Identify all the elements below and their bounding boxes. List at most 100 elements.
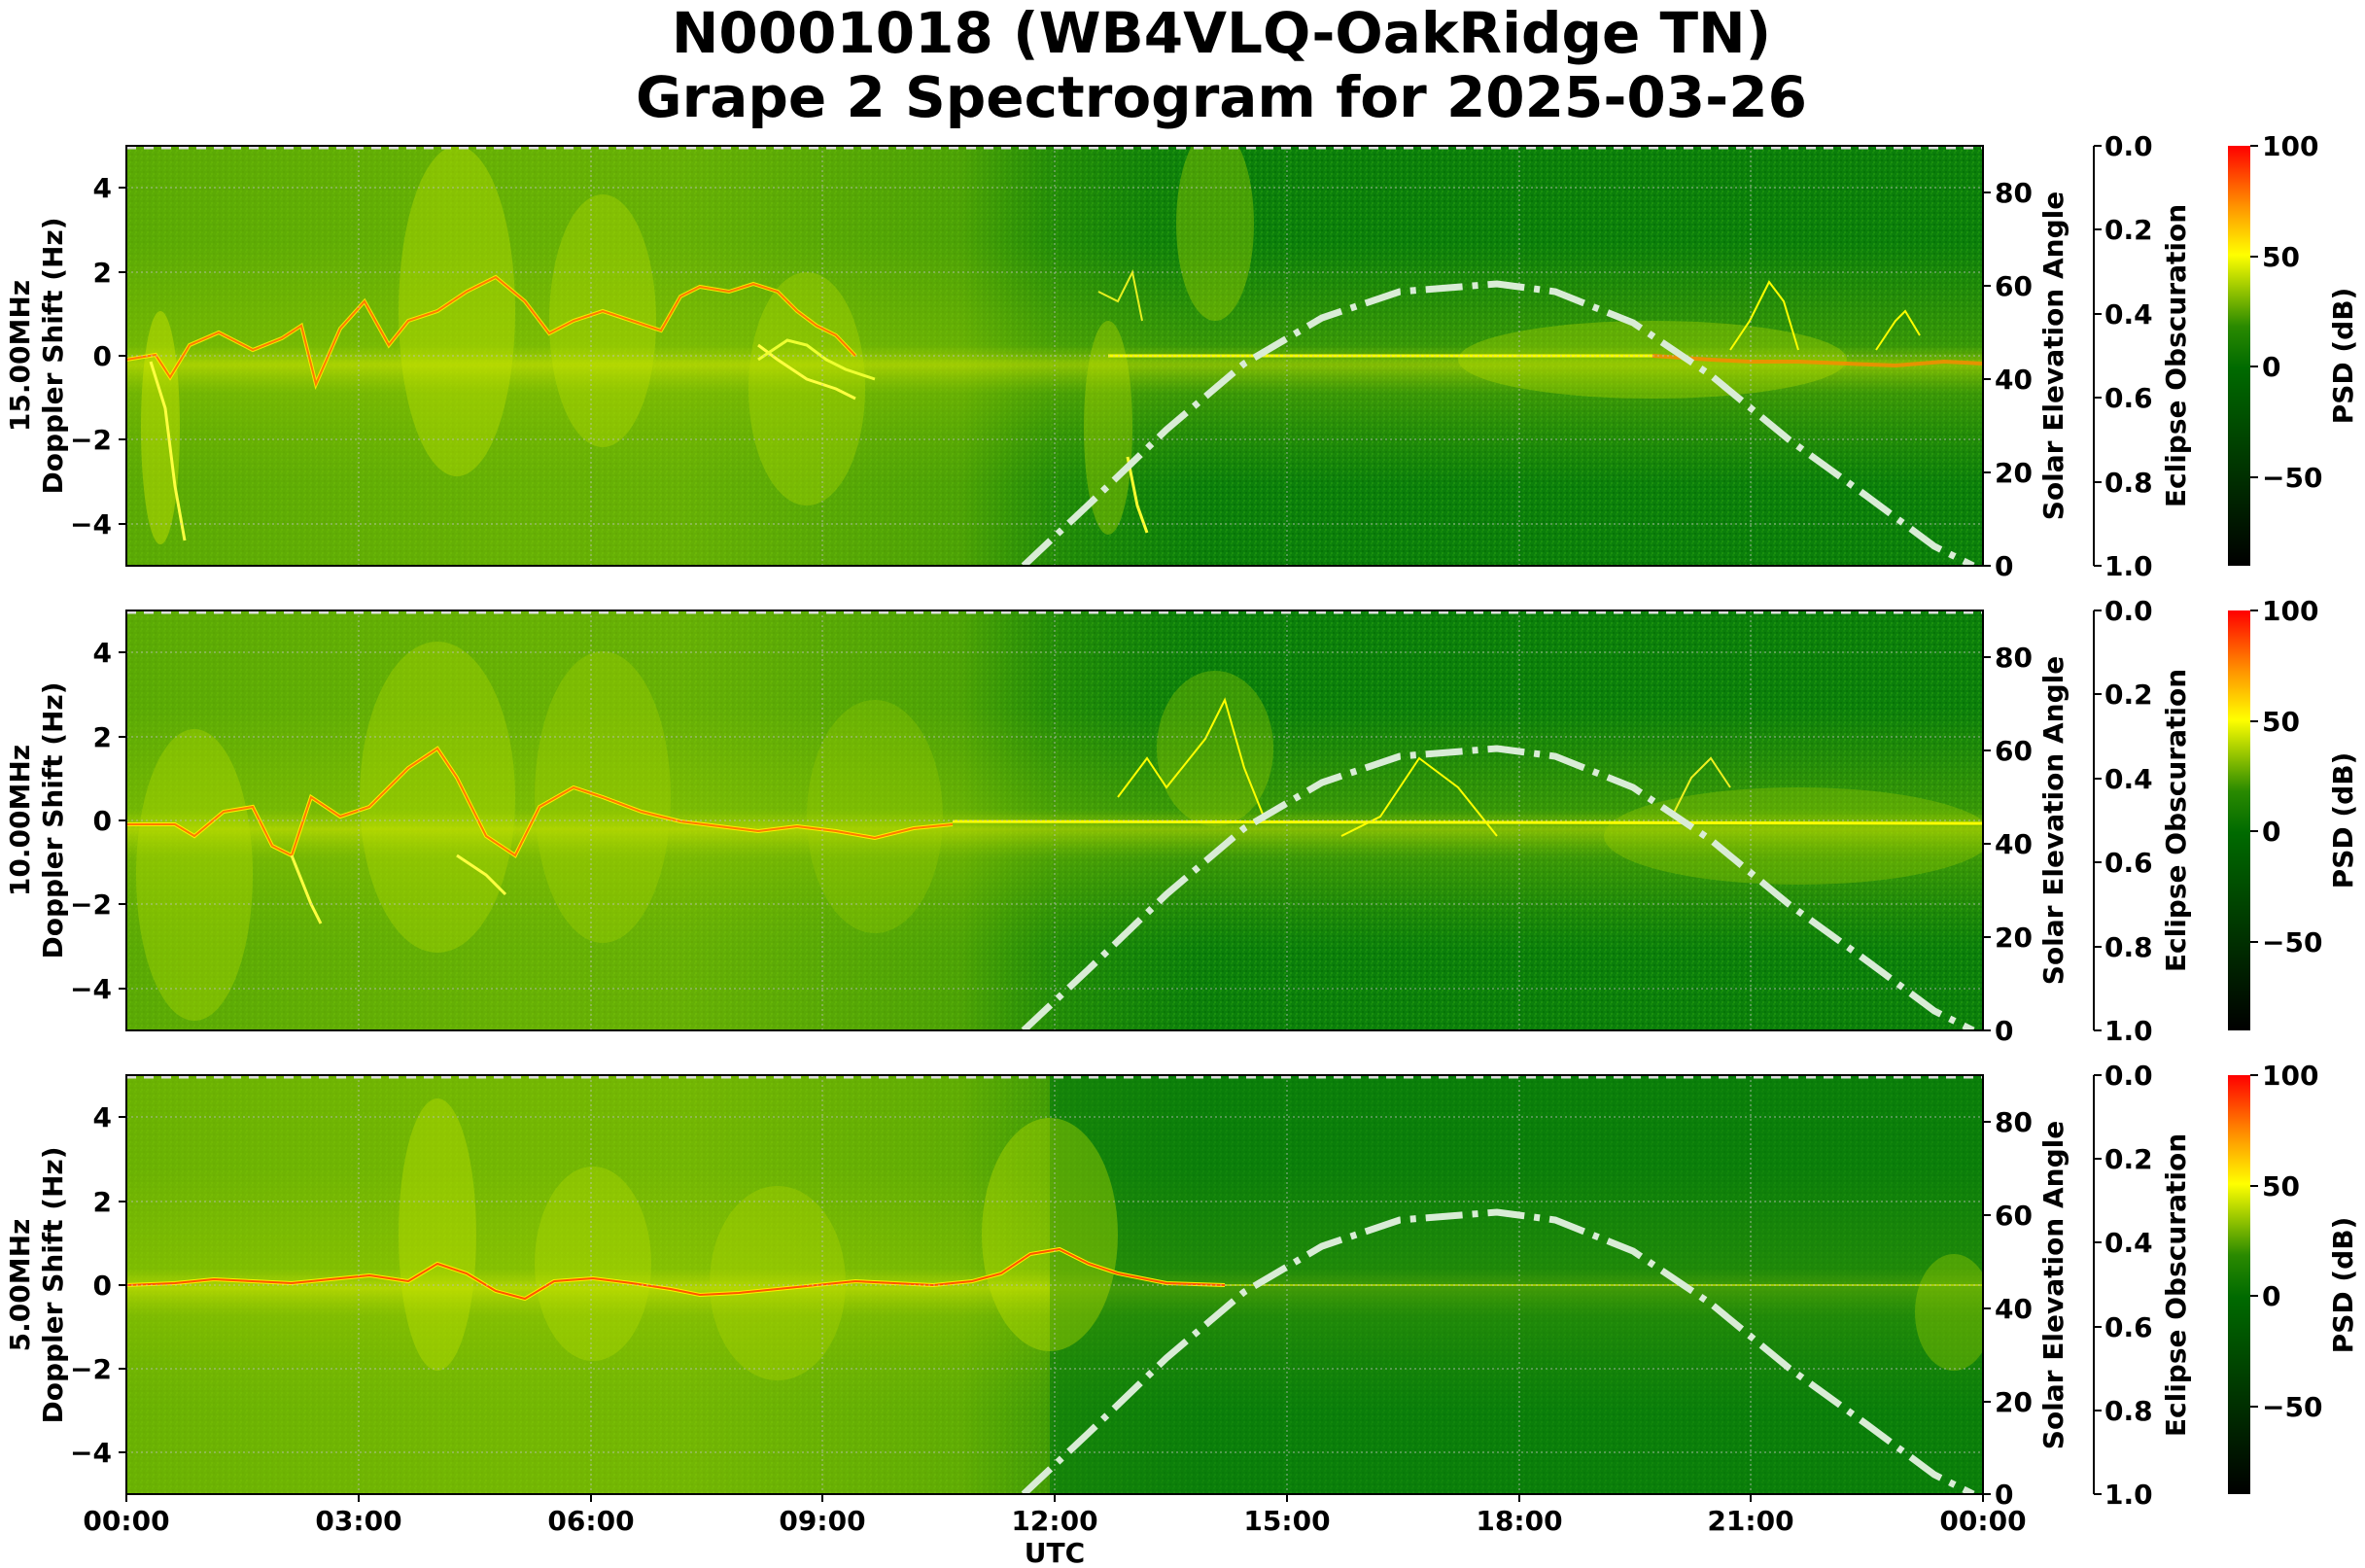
solar-elevation-label-5mhz: Solar Elevation Angle xyxy=(2037,1121,2069,1449)
eclipse-tick-0.4: 0.4 xyxy=(2104,298,2153,331)
solar-elevation-curve-5mhz xyxy=(1021,1208,1975,1495)
eclipse-tick-0.6: 0.6 xyxy=(2104,382,2153,414)
cbar-tick-0: 0 xyxy=(2262,816,2280,848)
solar-tick-40: 40 xyxy=(1995,1293,2033,1325)
colorbar-10mhz xyxy=(2228,610,2250,1030)
ylabel-doppler-15mhz: Doppler Shift (Hz) xyxy=(37,217,69,494)
xtick-2400: 00:00 xyxy=(1939,1505,2026,1537)
ytick-0: 0 xyxy=(93,1270,112,1302)
xtick-0300: 03:00 xyxy=(315,1505,401,1537)
solar-tick-20: 20 xyxy=(1995,457,2033,489)
xtick-1500: 15:00 xyxy=(1243,1505,1330,1537)
x-axis: 00:00 03:00 06:00 09:00 12:00 15:00 18:0… xyxy=(83,1494,2027,1568)
eclipse-tick-0.6: 0.6 xyxy=(2104,1311,2153,1343)
ylabel-doppler-10mhz: Doppler Shift (Hz) xyxy=(37,681,69,958)
chart-title-line1: N0001018 (WB4VLQ-OakRidge TN) xyxy=(671,0,1772,66)
panel-15mhz: 4 2 0 −2 −4 15.00MHz Doppler Shift (Hz) … xyxy=(4,130,2359,582)
eclipse-tick-1.0: 1.0 xyxy=(2104,1479,2153,1511)
ytick-0: 0 xyxy=(93,805,112,837)
solar-tick-20: 20 xyxy=(1995,922,2033,954)
solar-tick-60: 60 xyxy=(1995,1200,2033,1232)
eclipse-tick-0.2: 0.2 xyxy=(2104,1143,2153,1175)
solar-elevation-label-10mhz: Solar Elevation Angle xyxy=(2037,656,2069,985)
cbar-tick-100: 100 xyxy=(2262,130,2318,162)
freq-label-5mhz: 5.00MHz xyxy=(4,1219,36,1352)
solar-elevation-curve-15mhz xyxy=(1021,280,1975,566)
ytick-neg4: −4 xyxy=(70,973,112,1005)
solar-tick-0: 0 xyxy=(1995,550,2013,582)
cbar-tick-neg50: −50 xyxy=(2262,926,2322,958)
chart-title-line2: Grape 2 Spectrogram for 2025-03-26 xyxy=(636,64,1807,130)
cbar-tick-0: 0 xyxy=(2262,351,2280,383)
panel-5mhz: 4 2 0 −2 −4 5.00MHz Doppler Shift (Hz) 8… xyxy=(4,1060,2359,1511)
ytick-2: 2 xyxy=(93,1186,112,1218)
psd-label-5mhz: PSD (dB) xyxy=(2327,1217,2359,1354)
freq-label-15mhz: 15.00MHz xyxy=(4,280,36,432)
cbar-tick-50: 50 xyxy=(2262,706,2300,738)
eclipse-tick-0.0: 0.0 xyxy=(2104,130,2153,162)
solar-tick-80: 80 xyxy=(1995,1106,2033,1138)
ytick-4: 4 xyxy=(93,637,112,669)
eclipse-tick-0.8: 0.8 xyxy=(2104,931,2153,963)
cbar-tick-100: 100 xyxy=(2262,595,2318,627)
eclipse-obscuration-label-10mhz: Eclipse Obscuration xyxy=(2160,669,2192,972)
solar-tick-80: 80 xyxy=(1995,642,2033,674)
panel-10mhz: 4 2 0 −2 −4 10.00MHz Doppler Shift (Hz) … xyxy=(4,595,2359,1047)
solar-tick-40: 40 xyxy=(1995,828,2033,860)
eclipse-tick-0.0: 0.0 xyxy=(2104,595,2153,627)
cbar-tick-50: 50 xyxy=(2262,241,2300,273)
ytick-neg2: −2 xyxy=(70,424,112,456)
xtick-1200: 12:00 xyxy=(1011,1505,1097,1537)
eclipse-tick-0.6: 0.6 xyxy=(2104,847,2153,879)
psd-label-15mhz: PSD (dB) xyxy=(2327,288,2359,425)
cbar-tick-0: 0 xyxy=(2262,1280,2280,1312)
eclipse-obscuration-label-5mhz: Eclipse Obscuration xyxy=(2160,1133,2192,1437)
solar-tick-0: 0 xyxy=(1995,1479,2013,1511)
freq-label-10mhz: 10.00MHz xyxy=(4,745,36,896)
xtick-1800: 18:00 xyxy=(1476,1505,1562,1537)
ytick-neg4: −4 xyxy=(70,508,112,540)
eclipse-tick-1.0: 1.0 xyxy=(2104,1015,2153,1047)
ytick-neg4: −4 xyxy=(70,1437,112,1469)
eclipse-tick-0.8: 0.8 xyxy=(2104,1395,2153,1427)
xtick-0600: 06:00 xyxy=(547,1505,634,1537)
psd-label-10mhz: PSD (dB) xyxy=(2327,752,2359,889)
xtick-0900: 09:00 xyxy=(779,1505,865,1537)
ylabel-doppler-5mhz: Doppler Shift (Hz) xyxy=(37,1146,69,1423)
colorbar-15mhz xyxy=(2228,146,2250,566)
eclipse-tick-0.4: 0.4 xyxy=(2104,763,2153,795)
xtick-2100: 21:00 xyxy=(1707,1505,1793,1537)
ytick-2: 2 xyxy=(93,721,112,753)
xtick-0000: 00:00 xyxy=(83,1505,169,1537)
cbar-tick-neg50: −50 xyxy=(2262,1391,2322,1423)
ytick-2: 2 xyxy=(93,257,112,289)
eclipse-tick-0.8: 0.8 xyxy=(2104,467,2153,499)
ytick-0: 0 xyxy=(93,340,112,372)
xlabel-utc: UTC xyxy=(1025,1537,1085,1568)
eclipse-tick-0.4: 0.4 xyxy=(2104,1227,2153,1259)
cbar-tick-neg50: −50 xyxy=(2262,462,2322,494)
eclipse-obscuration-label-15mhz: Eclipse Obscuration xyxy=(2160,204,2192,507)
solar-tick-20: 20 xyxy=(1995,1386,2033,1418)
cbar-tick-50: 50 xyxy=(2262,1170,2300,1202)
spectrogram-5mhz xyxy=(126,1075,1983,1495)
spectrogram-10mhz xyxy=(126,610,1983,1030)
solar-tick-0: 0 xyxy=(1995,1015,2013,1047)
eclipse-tick-1.0: 1.0 xyxy=(2104,550,2153,582)
eclipse-tick-0.0: 0.0 xyxy=(2104,1060,2153,1092)
solar-elevation-curve-10mhz xyxy=(1021,745,1975,1030)
ytick-neg2: −2 xyxy=(70,889,112,921)
ytick-neg2: −2 xyxy=(70,1353,112,1385)
eclipse-tick-0.2: 0.2 xyxy=(2104,679,2153,711)
spectrogram-15mhz xyxy=(126,146,1983,566)
eclipse-tick-0.2: 0.2 xyxy=(2104,214,2153,246)
solar-tick-60: 60 xyxy=(1995,270,2033,302)
solar-tick-40: 40 xyxy=(1995,364,2033,396)
colorbar-5mhz xyxy=(2228,1075,2250,1494)
solar-tick-60: 60 xyxy=(1995,735,2033,767)
solar-tick-80: 80 xyxy=(1995,177,2033,209)
cbar-tick-100: 100 xyxy=(2262,1060,2318,1092)
ytick-4: 4 xyxy=(93,1101,112,1133)
solar-elevation-label-15mhz: Solar Elevation Angle xyxy=(2037,192,2069,520)
